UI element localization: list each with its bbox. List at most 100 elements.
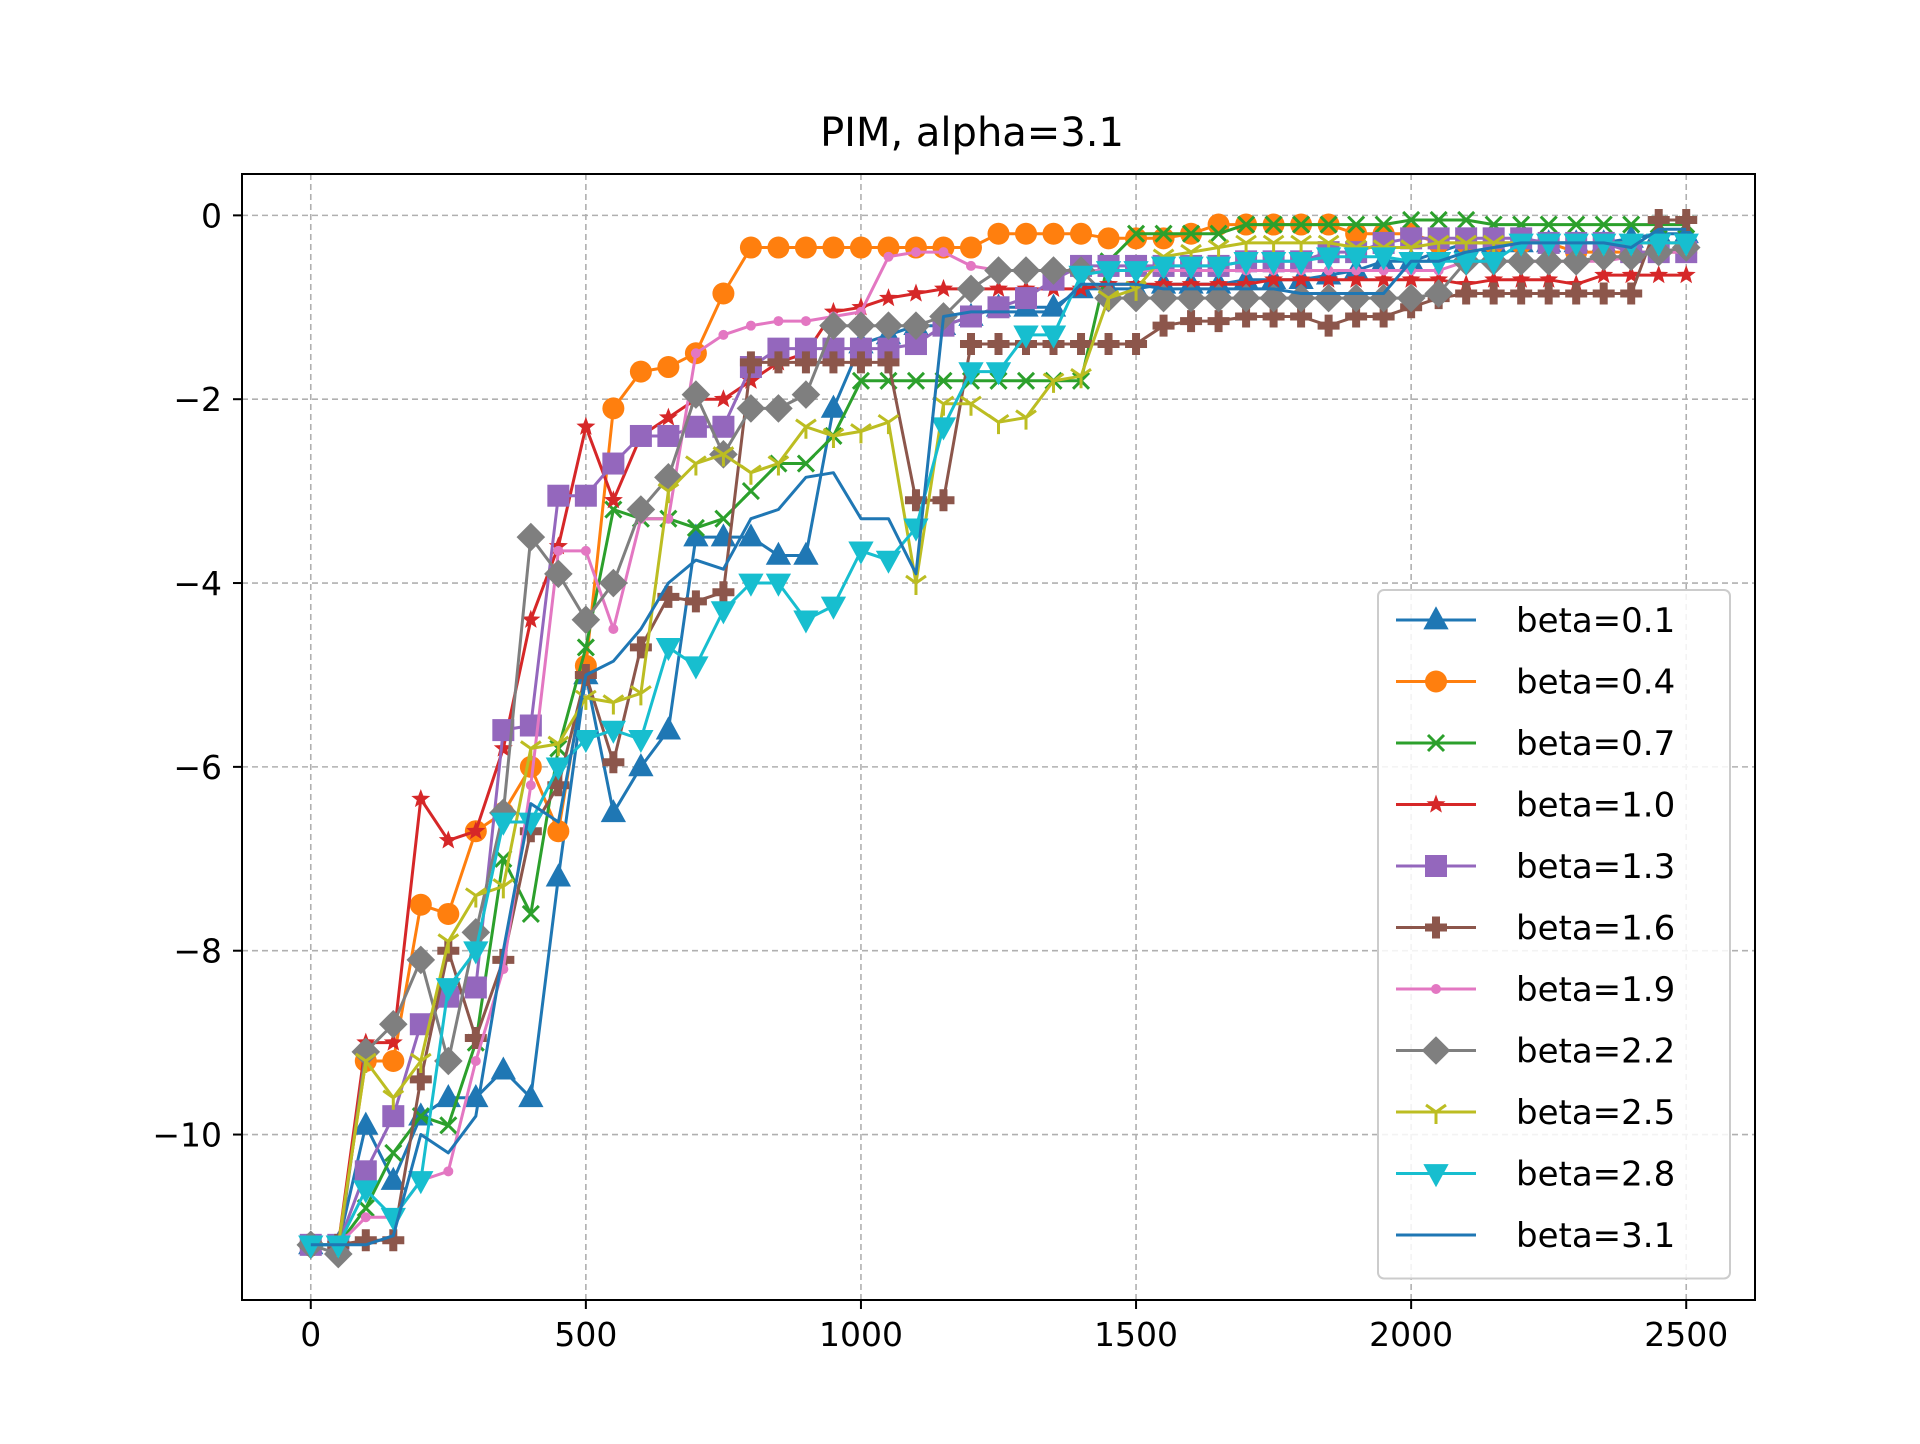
data-point xyxy=(409,1013,432,1036)
data-point xyxy=(877,413,900,435)
data-point xyxy=(490,1056,516,1080)
data-point xyxy=(1511,269,1531,288)
data-point xyxy=(629,636,652,659)
data-point xyxy=(1482,282,1505,305)
data-point xyxy=(1319,215,1338,234)
data-point xyxy=(492,878,515,899)
data-point xyxy=(1425,916,1447,939)
data-point xyxy=(793,541,819,565)
data-point xyxy=(713,389,733,408)
data-point xyxy=(1591,233,1617,257)
data-point xyxy=(683,656,709,680)
y-tick-label: −6 xyxy=(173,748,222,787)
data-point xyxy=(1016,371,1036,390)
data-point xyxy=(714,509,733,528)
data-point xyxy=(1455,282,1478,305)
data-point xyxy=(353,1180,379,1204)
data-point xyxy=(690,348,701,359)
data-point xyxy=(383,1032,403,1051)
data-point xyxy=(987,333,1010,356)
data-point xyxy=(1042,372,1065,393)
data-point xyxy=(1425,855,1447,877)
y-tick-label: −8 xyxy=(173,932,222,971)
data-point xyxy=(851,371,871,390)
data-point xyxy=(518,1084,544,1108)
data-point xyxy=(464,1027,487,1050)
data-point xyxy=(548,536,568,555)
data-point xyxy=(1262,305,1285,328)
data-point xyxy=(1236,274,1256,293)
legend-entry: beta=3.1 xyxy=(1396,1216,1675,1256)
data-point xyxy=(435,1084,461,1108)
data-point xyxy=(547,820,570,843)
data-point xyxy=(987,222,1010,245)
legend-label: beta=0.7 xyxy=(1516,724,1675,764)
data-point xyxy=(602,751,625,774)
data-point xyxy=(767,351,790,374)
data-point xyxy=(604,500,623,519)
data-point xyxy=(822,427,845,448)
data-point xyxy=(516,522,546,552)
data-point xyxy=(1345,305,1368,328)
data-point xyxy=(960,395,982,416)
data-point xyxy=(1097,333,1120,356)
data-point xyxy=(547,774,570,797)
data-point xyxy=(492,719,515,742)
data-point xyxy=(764,394,793,423)
data-point xyxy=(1011,256,1041,285)
data-point xyxy=(1039,256,1068,285)
data-point xyxy=(1423,1164,1449,1188)
data-point xyxy=(1457,210,1476,230)
data-point xyxy=(1040,325,1067,349)
data-point xyxy=(576,416,596,435)
data-point xyxy=(741,482,760,501)
data-point xyxy=(874,311,903,340)
data-point xyxy=(1539,269,1559,288)
data-point xyxy=(657,356,680,379)
data-point xyxy=(547,735,570,756)
data-point xyxy=(1622,215,1641,234)
data-point xyxy=(553,545,564,556)
data-point xyxy=(879,288,898,307)
data-point xyxy=(438,830,458,849)
data-point xyxy=(767,236,790,259)
data-point xyxy=(1125,333,1148,356)
data-point xyxy=(1423,606,1449,630)
data-point xyxy=(354,1160,377,1183)
data-point xyxy=(354,1229,377,1252)
data-point xyxy=(1539,215,1558,234)
data-point xyxy=(1425,670,1447,693)
data-point xyxy=(1592,282,1615,305)
x-tick-label: 2000 xyxy=(1369,1315,1453,1354)
data-point xyxy=(710,601,737,625)
legend-label: beta=1.9 xyxy=(1516,970,1675,1010)
series-line xyxy=(310,227,1687,1247)
data-point xyxy=(435,978,461,1002)
y-tick-label: −4 xyxy=(173,564,222,603)
data-point xyxy=(1180,310,1203,333)
data-point xyxy=(1343,247,1369,271)
data-point xyxy=(525,780,536,791)
data-point xyxy=(1646,233,1672,257)
data-point xyxy=(325,1235,351,1259)
data-point xyxy=(686,518,705,537)
data-point xyxy=(437,933,460,954)
data-point xyxy=(463,941,489,965)
data-point xyxy=(628,729,654,754)
legend-entry: beta=0.7 xyxy=(1396,724,1675,764)
data-point xyxy=(573,729,599,754)
data-point xyxy=(629,424,652,447)
legend-label: beta=1.0 xyxy=(1516,786,1675,826)
data-point xyxy=(1314,283,1343,313)
data-point xyxy=(712,415,735,438)
data-point xyxy=(351,1037,381,1067)
data-point xyxy=(602,694,625,715)
data-point xyxy=(1374,269,1394,288)
y-tick-label: −10 xyxy=(152,1116,222,1155)
data-point xyxy=(1351,265,1362,276)
data-point xyxy=(684,590,707,613)
data-point xyxy=(574,484,597,507)
data-point xyxy=(849,351,872,374)
data-point xyxy=(545,757,572,781)
data-point xyxy=(965,260,976,271)
